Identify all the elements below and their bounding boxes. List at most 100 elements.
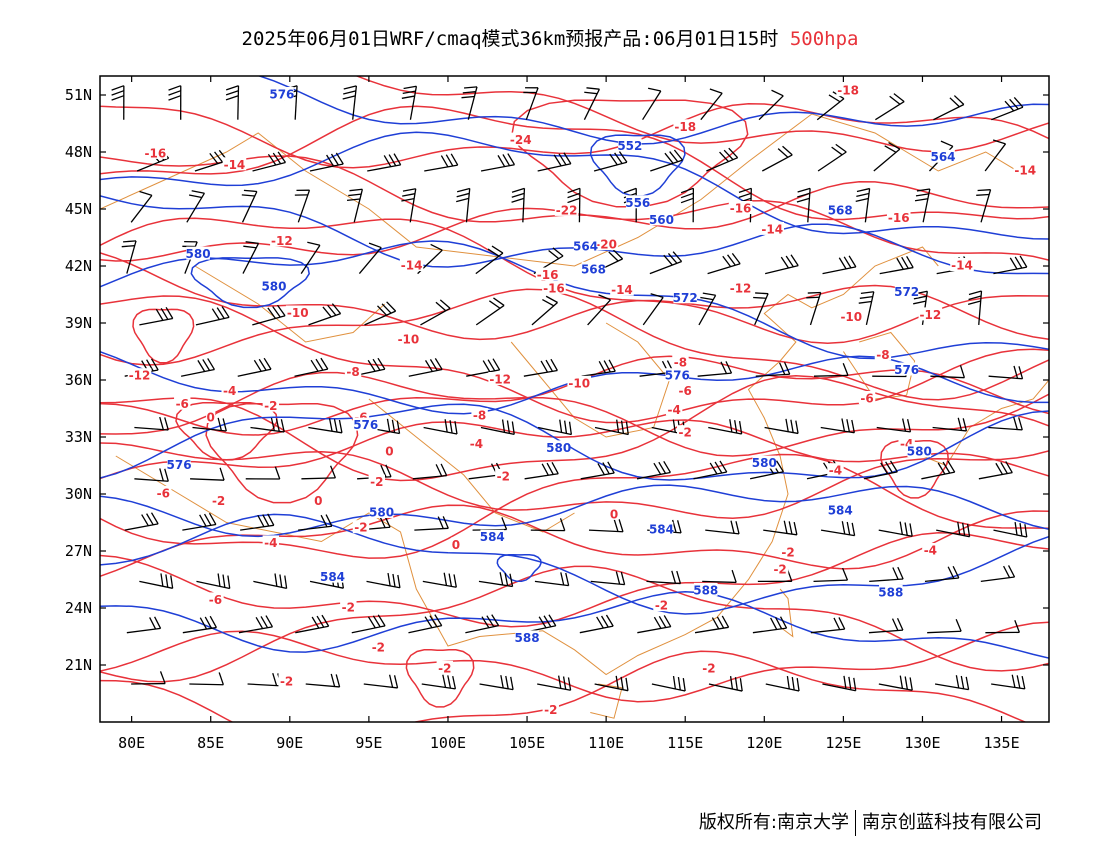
temperature-contour-ring [405, 649, 475, 708]
temperature-label: -18 [674, 120, 696, 134]
lon-tick-label: 100E [430, 734, 466, 752]
temperature-label-bg [396, 332, 421, 346]
wind-barb [424, 153, 459, 172]
wind-barb [590, 571, 626, 586]
height-label-bg [167, 457, 191, 471]
wind-barb [642, 293, 664, 326]
temperature-label: -2 [655, 599, 668, 613]
temperature-label-bg [155, 486, 172, 499]
temperature-label: -2 [280, 675, 293, 689]
temperature-label-bg [610, 282, 634, 296]
wind-barb [139, 573, 174, 589]
height-label: 580 [369, 506, 394, 520]
wind-barb [421, 674, 457, 690]
height-label: 584 [480, 530, 505, 544]
wind-barb [420, 299, 451, 326]
height-contour-line [100, 484, 1049, 538]
wind-barb [980, 565, 1016, 583]
temperature-label: -8 [876, 348, 889, 362]
wind-barb [478, 572, 514, 588]
wind-barb [537, 419, 573, 436]
wind-barb [351, 614, 386, 634]
wind-barb [523, 358, 558, 377]
lon-tick-label: 95E [355, 734, 382, 752]
wind-barb [694, 615, 730, 634]
wind-barb [511, 187, 526, 223]
temperature-label: -10 [398, 333, 420, 347]
temperature-label-bg [207, 592, 224, 606]
wind-barb [934, 675, 970, 691]
height-label-bg [581, 261, 606, 275]
lat-tick-label: 24N [65, 599, 92, 617]
lon-tick-label: 105E [509, 734, 545, 752]
height-label-bg [353, 417, 378, 431]
height-label-bg [546, 440, 571, 454]
temperature-label-bg [495, 468, 512, 482]
temperature-label: -12 [730, 281, 752, 295]
height-label-bg [625, 195, 650, 209]
wind-barb [855, 187, 871, 223]
wind-barb [933, 95, 965, 121]
temperature-label-bg [384, 444, 395, 458]
temperature-label-bg [488, 372, 512, 385]
temperature-label: -14 [951, 259, 973, 273]
height-label-bg [693, 582, 718, 596]
temperature-contour-line [100, 375, 1049, 482]
wind-barb [308, 418, 343, 434]
wind-barb [294, 189, 311, 223]
wind-barb [927, 618, 962, 634]
company-name: 南京创蓝科技有限公司 [862, 812, 1042, 833]
temperature-label: -2 [679, 426, 692, 440]
temperature-label-bg [728, 280, 753, 294]
lat-tick-label: 45N [65, 200, 92, 218]
wind-barb [240, 513, 275, 531]
height-label: 580 [261, 279, 286, 293]
wind-barb [817, 143, 847, 172]
temperature-label-bg [127, 368, 152, 382]
wind-barb [858, 291, 875, 326]
temperature-contour-line [100, 621, 1049, 703]
temperature-label: 0 [314, 494, 322, 508]
wind-barb [301, 465, 337, 480]
pressure-level: 500hpa [789, 28, 859, 50]
temperature-label-bg [206, 410, 216, 423]
lat-tick-label: 27N [65, 542, 92, 560]
wind-barb [708, 419, 743, 435]
height-contour-line [100, 513, 1049, 615]
height-label: 588 [878, 585, 903, 599]
height-label: 564 [573, 240, 598, 254]
temperature-label: -4 [470, 437, 483, 451]
wind-barb [366, 572, 401, 589]
temperature-label-bg [728, 201, 753, 214]
temperature-label: -10 [840, 310, 862, 324]
height-label-bg [665, 368, 690, 382]
lon-tick-label: 85E [197, 734, 224, 752]
wind-barb [182, 512, 217, 531]
wind-barb [194, 149, 228, 172]
wind-barb [346, 188, 364, 223]
wind-barb [308, 303, 342, 326]
temperature-contour-ring [175, 402, 278, 461]
wind-barb [705, 520, 740, 535]
height-contour-line [100, 591, 1049, 659]
wind-barb [649, 251, 683, 275]
wind-barb [253, 573, 288, 590]
height-contour-ring [190, 257, 310, 309]
wind-barb [111, 85, 125, 120]
temperature-label-bg [270, 233, 294, 247]
temperature-label-bg [760, 221, 785, 235]
wind-barb [195, 306, 230, 326]
temperature-label: -2 [342, 601, 355, 615]
wind-barb [988, 365, 1024, 380]
wind-barb [294, 357, 329, 377]
temperature-contour-line [100, 371, 1049, 457]
temperature-label: -12 [489, 373, 511, 387]
temperature-label-bg [594, 237, 618, 251]
wind-barb [131, 671, 166, 685]
wind-barb [820, 521, 856, 537]
wind-barb [124, 512, 159, 531]
wind-barb [700, 88, 723, 121]
temperature-label-bg [567, 375, 592, 389]
lat-tick-label: 51N [65, 86, 92, 104]
temperature-label-bg [340, 600, 357, 613]
